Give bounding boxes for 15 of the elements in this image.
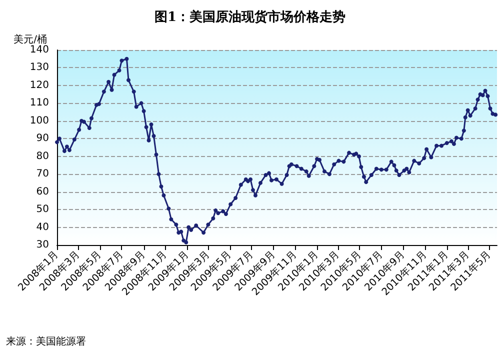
source-note: 来源：美国能源署 [6,336,86,348]
y-tick-label: 70 [36,168,49,180]
chart-title: 图1：美国原油现货市场价格走势 [154,9,346,25]
y-tick-label: 130 [30,62,49,74]
y-axis-title: 美元/桶 [14,34,47,46]
y-tick-label: 80 [36,150,49,162]
y-tick-label: 40 [36,222,49,233]
y-tick-label: 110 [30,98,49,109]
y-tick-label: 140 [30,44,49,56]
y-tick-label: 90 [36,133,49,144]
y-tick-label: 60 [36,186,49,198]
y-tick-label: 30 [36,240,49,250]
y-tick-label: 50 [36,204,49,216]
y-tick-label: 120 [30,80,49,91]
y-tick-label: 100 [30,115,49,126]
